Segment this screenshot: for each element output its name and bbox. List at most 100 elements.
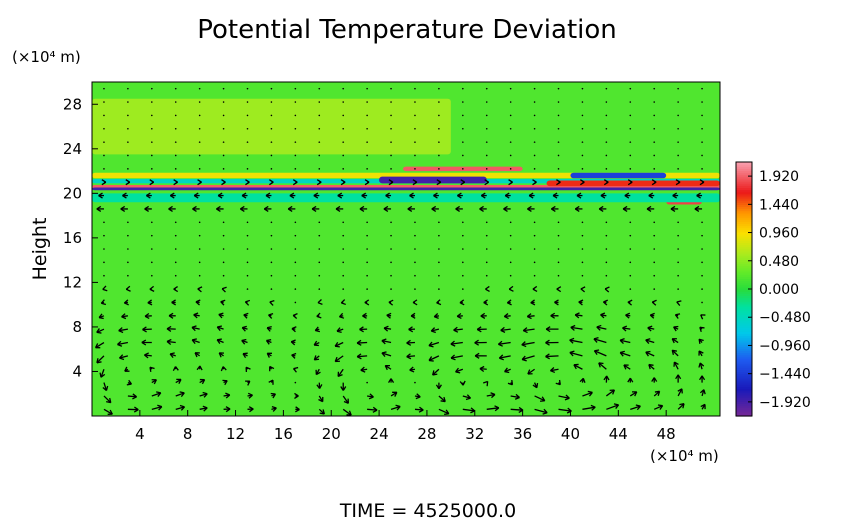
wind-vector xyxy=(462,114,464,117)
colorbar-segment xyxy=(736,168,752,172)
wind-vector xyxy=(462,288,464,290)
wind-vector xyxy=(701,274,703,277)
wind-vector xyxy=(581,274,584,277)
colorbar-segment xyxy=(736,358,752,362)
wind-vector xyxy=(557,114,560,117)
wind-vector xyxy=(101,179,107,186)
wind-vector xyxy=(701,261,703,264)
colorbar-segment xyxy=(736,360,752,364)
wind-vector xyxy=(342,408,352,416)
wind-vector xyxy=(581,127,584,130)
wind-vector xyxy=(216,325,224,332)
wind-vector xyxy=(381,338,392,345)
colorbar-segment xyxy=(736,257,752,260)
wind-vector xyxy=(125,179,131,186)
wind-vector xyxy=(677,127,679,130)
colorbar-segment xyxy=(736,253,752,256)
colorbar-tick-label: 0.960 xyxy=(759,226,799,242)
wind-vector xyxy=(605,234,608,237)
wind-vector xyxy=(383,205,392,212)
wind-vector xyxy=(533,261,536,264)
wind-vector xyxy=(545,339,559,346)
wind-vector xyxy=(410,312,416,319)
wind-vector xyxy=(677,248,679,250)
wind-vector xyxy=(246,141,249,143)
wind-vector xyxy=(602,299,609,306)
wind-vector xyxy=(459,380,466,386)
wind-vector xyxy=(521,341,535,348)
colorbar-segment xyxy=(736,227,752,231)
wind-vector xyxy=(701,87,703,90)
wind-vector xyxy=(334,341,344,348)
wind-vector xyxy=(486,392,496,399)
wind-vector xyxy=(151,127,153,130)
wind-vector xyxy=(414,274,416,277)
wind-vector xyxy=(677,388,683,397)
wind-vector xyxy=(270,248,273,250)
wind-vector xyxy=(700,403,706,410)
wind-vector xyxy=(533,221,536,224)
colorbar-segment xyxy=(736,204,752,208)
wind-vector xyxy=(532,285,538,293)
wind-vector xyxy=(485,261,488,264)
wind-vector xyxy=(699,326,705,332)
chart-title: Potential Temperature Deviation xyxy=(197,15,617,45)
wind-vector xyxy=(557,168,560,170)
colorbar-segment xyxy=(736,212,752,216)
wind-vector xyxy=(222,379,228,386)
wind-vector xyxy=(270,274,273,277)
wind-vector xyxy=(103,168,105,170)
colorbar-segment xyxy=(736,411,752,415)
wind-vector xyxy=(334,355,344,363)
colorbar-segment xyxy=(736,210,752,214)
wind-vector xyxy=(127,393,137,400)
wind-vector xyxy=(414,288,416,290)
wind-vector xyxy=(127,168,129,170)
wind-vector xyxy=(385,192,392,199)
wind-vector xyxy=(504,192,511,199)
x-tick-label: 36 xyxy=(513,425,532,443)
wind-vector xyxy=(674,313,681,319)
wind-vector xyxy=(593,336,607,344)
wind-vector xyxy=(484,179,489,186)
wind-vector xyxy=(191,325,200,332)
wind-vector xyxy=(314,326,321,333)
colorbar-segment xyxy=(736,229,752,233)
wind-vector xyxy=(701,288,703,290)
colorbar-segment xyxy=(736,324,752,328)
wind-vector xyxy=(460,179,466,186)
wind-vector xyxy=(503,205,511,212)
wind-vector xyxy=(174,141,177,143)
wind-vector xyxy=(509,248,512,250)
wind-vector xyxy=(506,299,512,306)
wind-vector xyxy=(222,87,225,90)
colorbar-segment xyxy=(736,214,752,218)
wind-vector xyxy=(247,406,254,413)
wind-vector xyxy=(510,393,520,400)
wind-vector xyxy=(245,380,251,386)
wind-vector xyxy=(701,114,703,117)
colorbar-segment xyxy=(736,407,752,411)
temperature-anomaly-band xyxy=(92,172,720,179)
wind-vector xyxy=(294,221,297,224)
wind-vector xyxy=(96,328,105,334)
wind-vector xyxy=(557,127,560,130)
colorbar-segment xyxy=(736,250,752,254)
wind-vector xyxy=(174,274,177,277)
wind-vector xyxy=(651,377,658,383)
wind-vector xyxy=(291,352,297,359)
wind-vector xyxy=(315,368,321,376)
wind-vector xyxy=(600,312,607,319)
wind-vector xyxy=(438,234,440,237)
wind-vector xyxy=(127,234,129,237)
colorbar-segment xyxy=(736,236,752,239)
wind-vector xyxy=(390,404,401,411)
wind-vector xyxy=(217,192,224,199)
wind-vector xyxy=(627,377,634,383)
wind-vector xyxy=(174,261,177,264)
wind-vector xyxy=(102,382,109,392)
wind-vector xyxy=(603,375,610,383)
colorbar-segment xyxy=(736,174,752,178)
wind-vector xyxy=(625,312,631,319)
wind-vector xyxy=(390,114,392,117)
